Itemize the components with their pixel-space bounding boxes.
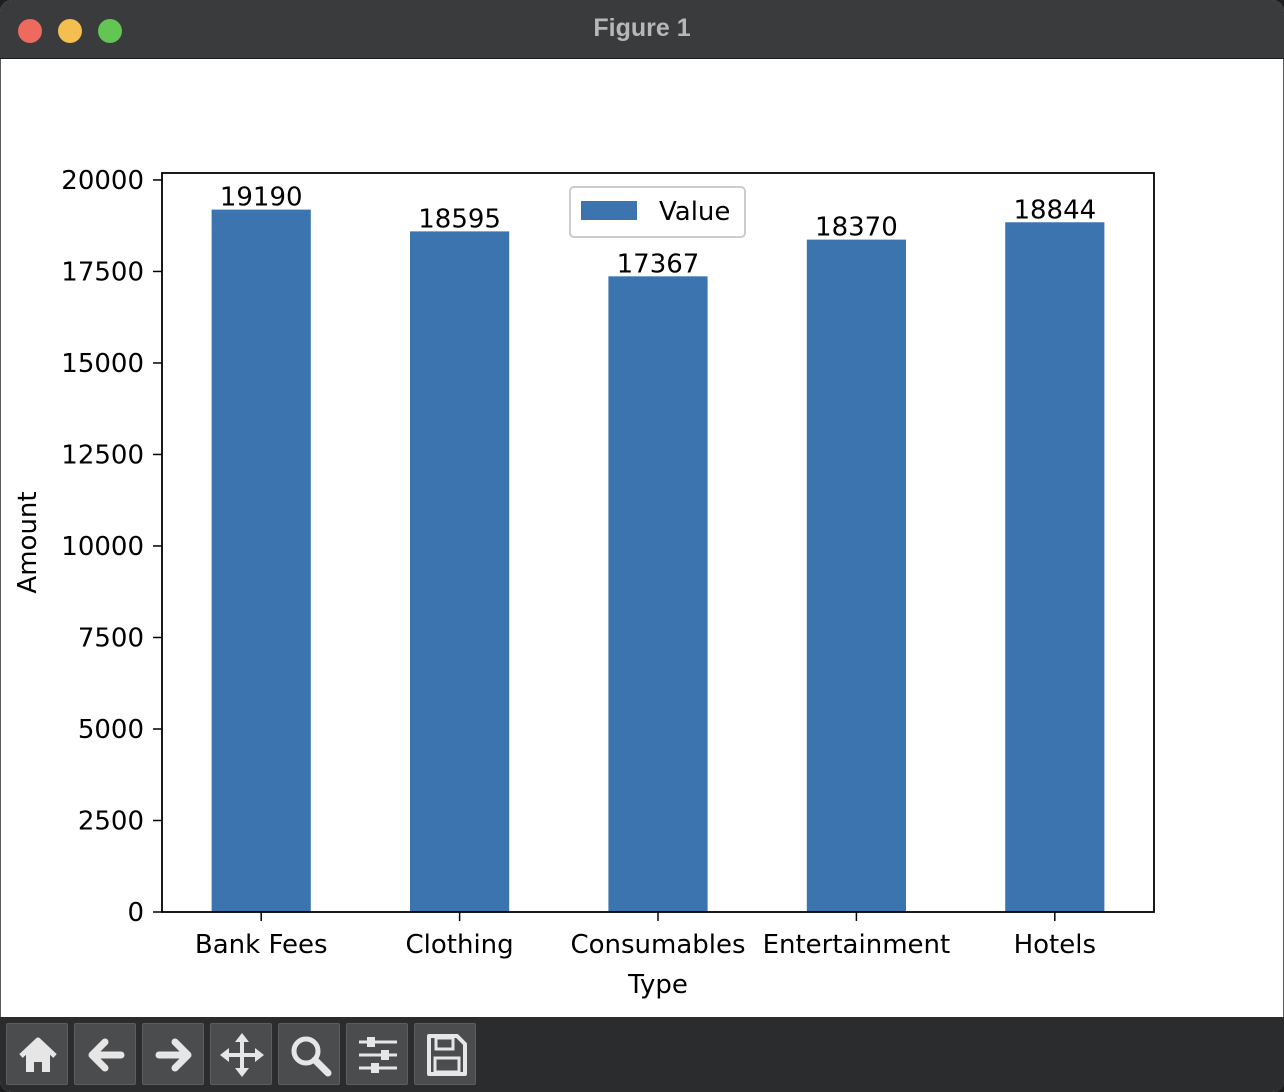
- home-button[interactable]: [6, 1023, 68, 1085]
- bar: [1005, 222, 1105, 912]
- bar: [608, 276, 708, 912]
- y-tick-label: 15000: [61, 349, 144, 379]
- sliders-icon: [359, 1037, 397, 1073]
- y-tick-label: 17500: [61, 257, 144, 287]
- legend-box: [569, 186, 746, 238]
- bar-value-label: 17367: [617, 249, 700, 279]
- minimize-window-button[interactable]: [58, 19, 82, 43]
- y-tick-label: 10000: [61, 532, 144, 562]
- home-icon: [19, 1037, 57, 1072]
- figure-canvas[interactable]: 19190 Bank Fees 18595 Clothing 17367 Consumab…: [2, 59, 1282, 1017]
- bar: [410, 231, 510, 913]
- y-tick-label: 5000: [78, 715, 144, 745]
- x-tick-label: Consumables: [570, 930, 745, 960]
- pan-button[interactable]: [210, 1023, 272, 1085]
- plot-frame: [161, 172, 1155, 913]
- y-tick-label: 12500: [61, 440, 144, 470]
- bar: [211, 209, 311, 912]
- y-tick-label: 0: [127, 898, 144, 928]
- move-icon: [220, 1033, 264, 1077]
- navigation-toolbar: [0, 1017, 1284, 1092]
- x-tick-label: Bank Fees: [195, 930, 328, 960]
- y-axis-label: Amount: [13, 491, 43, 593]
- configure-subplots-button[interactable]: [346, 1023, 408, 1085]
- x-tick-label: Hotels: [1014, 930, 1096, 960]
- window-title: Figure 1: [593, 14, 691, 42]
- magnifier-icon: [291, 1036, 332, 1077]
- bar-value-label: 18844: [1013, 195, 1096, 225]
- bar-value-label: 18370: [815, 213, 898, 243]
- y-tick-label: 20000: [61, 166, 144, 196]
- x-axis-label: Type: [627, 970, 688, 1000]
- zoom-button[interactable]: [278, 1023, 340, 1085]
- y-tick-label: 7500: [78, 623, 144, 653]
- maximize-window-button[interactable]: [98, 19, 122, 43]
- bar-value-label: 18595: [418, 204, 501, 234]
- x-tick-label: Entertainment: [763, 930, 951, 960]
- close-window-button[interactable]: [18, 19, 42, 43]
- legend-swatch: [581, 201, 637, 220]
- bar-value-label: 19190: [220, 183, 303, 213]
- back-button[interactable]: [74, 1023, 136, 1085]
- y-tick-label: 2500: [78, 806, 144, 836]
- arrow-left-icon: [88, 1038, 125, 1072]
- forward-button[interactable]: [142, 1023, 204, 1085]
- save-button[interactable]: [414, 1023, 476, 1085]
- bar: [806, 239, 906, 912]
- title-bar[interactable]: Figure 1: [0, 0, 1284, 59]
- legend-label: Value: [659, 197, 730, 227]
- floppy-disk-icon: [427, 1034, 467, 1076]
- bar-chart: 19190 Bank Fees 18595 Clothing 17367 Consumab…: [13, 166, 1155, 1000]
- x-tick-label: Clothing: [406, 930, 514, 960]
- arrow-right-icon: [155, 1038, 192, 1072]
